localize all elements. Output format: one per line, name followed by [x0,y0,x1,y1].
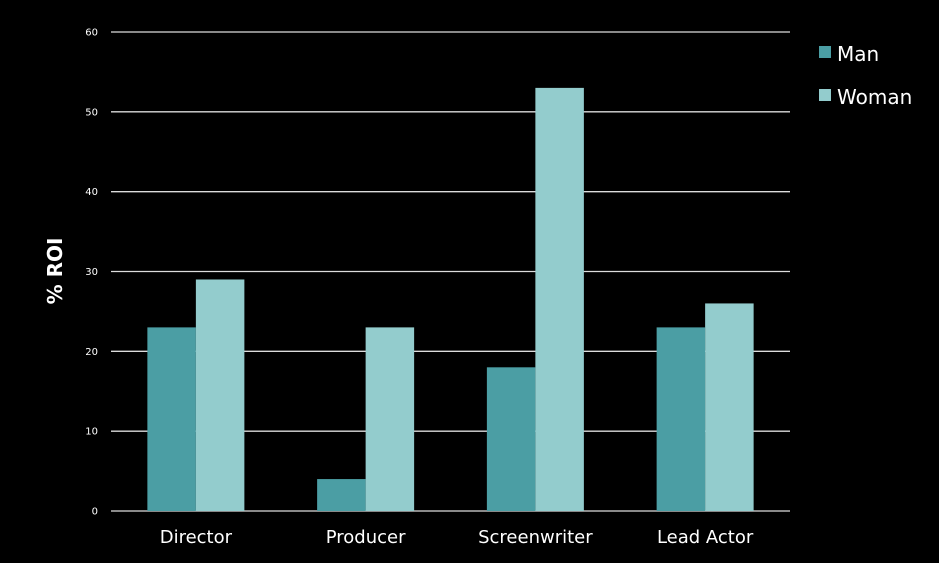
legend-swatch-woman [819,89,831,101]
y-axis-ticks: 0 10 20 30 40 50 60 [85,28,98,518]
bar-woman-director [195,279,245,511]
bar-man-screenwriter [486,367,536,511]
bar-woman-lead-actor [705,303,754,511]
y-tick-label: 60 [85,28,98,39]
bar-man-producer [317,479,366,511]
y-tick-label: 40 [85,187,98,198]
legend-swatch-man [819,46,831,58]
x-axis-categories: Director Producer Screenwriter Lead Actor [160,527,754,548]
y-tick-label: 20 [85,347,98,358]
y-axis-title: % ROI [43,238,67,305]
x-category-label: Screenwriter [478,527,593,548]
x-category-label: Director [160,527,233,548]
y-tick-label: 0 [92,507,98,518]
y-tick-label: 50 [85,107,98,118]
legend-label-man: Man [837,42,879,66]
bar-woman-producer [365,327,415,511]
legend-label-woman: Woman [837,85,912,109]
x-category-label: Lead Actor [657,527,754,548]
y-tick-label: 10 [85,427,98,438]
bar-man-director [147,327,196,511]
bars [147,87,754,511]
bar-woman-screenwriter [535,87,584,511]
x-category-label: Producer [326,527,406,548]
bar-man-lead-actor [656,327,706,511]
y-tick-label: 30 [85,267,98,278]
legend: Man Woman [819,42,912,109]
